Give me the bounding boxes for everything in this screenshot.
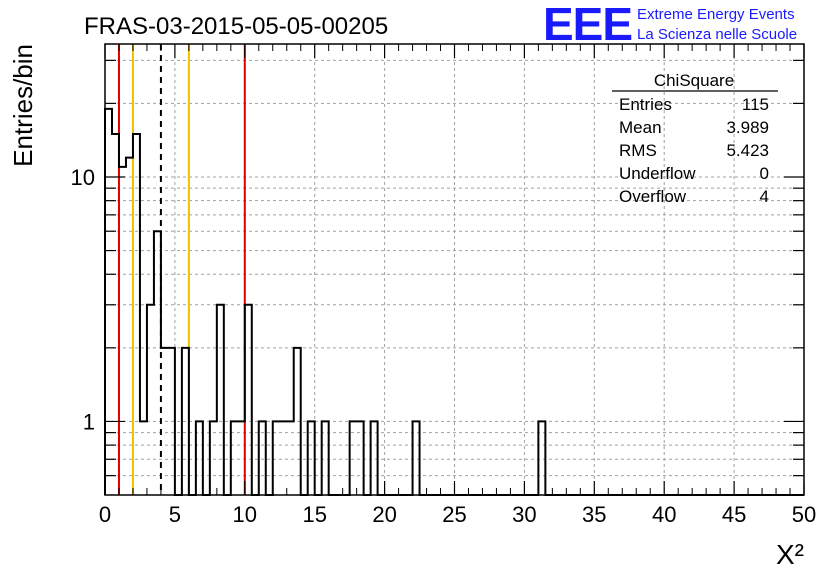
grid-lines <box>105 44 804 495</box>
y-axis-label: Entries/bin <box>8 44 38 167</box>
stats-row-label: Underflow <box>619 164 696 183</box>
y-tick-label: 1 <box>83 409 95 434</box>
x-tick-label: 40 <box>652 502 676 527</box>
axes <box>104 43 805 496</box>
logo-line-scienza-nelle-scuole: La Scienza nelle Scuole <box>637 26 797 43</box>
x-tick-label: 0 <box>99 502 111 527</box>
stats-row-label: Mean <box>619 118 662 137</box>
stats-rows: Entries 115 Mean 3.989 RMS 5.423 Underflow 0 Ove… <box>619 95 769 206</box>
stats-row-value: 3.989 <box>726 118 769 137</box>
x-axis-label: X² <box>776 539 804 570</box>
stats-box: ChiSquare Entries 115 Mean 3.989 RMS 5.423 Und… <box>612 71 778 206</box>
stats-row-label: Overflow <box>619 187 687 206</box>
eee-logo: EEE <box>543 0 632 50</box>
run-title: FRAS-03-2015-05-05-00205 <box>84 13 388 40</box>
stats-row-label: Entries <box>619 95 672 114</box>
x-tick-label: 45 <box>722 502 746 527</box>
x-tick-label: 20 <box>372 502 396 527</box>
x-tick-label: 25 <box>442 502 466 527</box>
x-tick-label: 30 <box>512 502 536 527</box>
x-tick-label: 15 <box>302 502 326 527</box>
stats-row-value: 4 <box>760 187 769 206</box>
stats-row-label: RMS <box>619 141 657 160</box>
stats-row-value: 5.423 <box>726 141 769 160</box>
x-tick-label: 10 <box>233 502 257 527</box>
stats-row-value: 115 <box>742 95 769 114</box>
logo-line-extreme-energy-events: Extreme Energy Events <box>637 6 795 23</box>
x-tick-label: 50 <box>792 502 816 527</box>
stats-row-value: 0 <box>760 164 769 183</box>
x-tick-label: 35 <box>582 502 606 527</box>
y-tick-label: 10 <box>71 165 95 190</box>
stats-title: ChiSquare <box>654 71 734 90</box>
x-tick-label: 5 <box>169 502 181 527</box>
